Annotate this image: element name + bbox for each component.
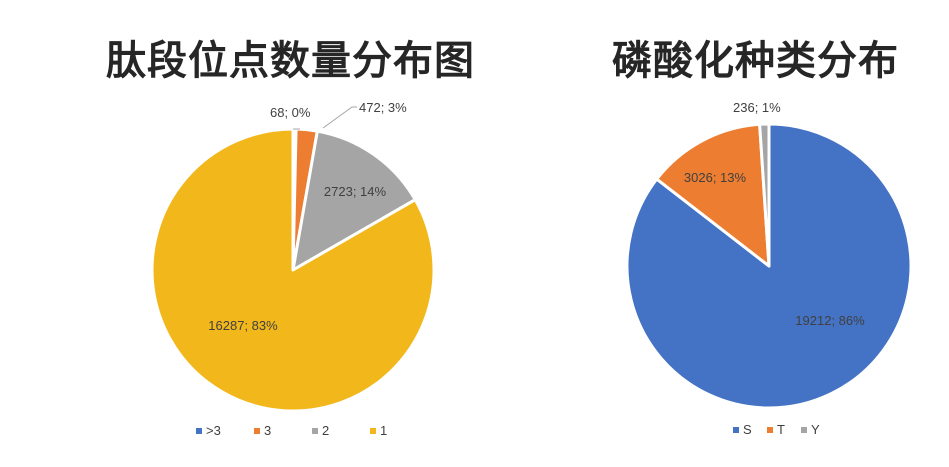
- data-label: 2723; 14%: [324, 184, 387, 199]
- data-label: 472; 3%: [359, 100, 407, 115]
- legend-label: 3: [264, 423, 271, 438]
- legend-label: S: [743, 422, 752, 437]
- chart-title-left: 肽段位点数量分布图: [106, 38, 475, 84]
- chart-title-right: 磷酸化种类分布: [612, 38, 899, 84]
- data-label: 3026; 13%: [684, 170, 747, 185]
- legend-label: T: [777, 422, 785, 437]
- data-label-leader: [322, 106, 357, 129]
- legend-label: 2: [322, 423, 329, 438]
- pie-chart-2: 19212; 86% 3026; 13% 236; 1% S T Y: [625, 100, 913, 437]
- legend-swatch: [312, 428, 318, 434]
- legend-swatch: [767, 427, 773, 433]
- pie-chart-1: 68; 0% 472; 3% 2723; 14% 16287; 83% >3 3 2 1: [150, 100, 436, 438]
- legend-swatch: [370, 428, 376, 434]
- legend-swatch: [196, 428, 202, 434]
- pie-slice-1: [150, 127, 436, 413]
- data-label: 16287; 83%: [208, 318, 278, 333]
- pie-slice-Y: [758, 122, 771, 268]
- pie-slice-2: [291, 129, 417, 272]
- data-label: 236; 1%: [733, 100, 781, 115]
- legend-swatch: [733, 427, 739, 433]
- legend-label: Y: [811, 422, 820, 437]
- legend-label: 1: [380, 423, 387, 438]
- legend-label: >3: [206, 423, 221, 438]
- data-label: 19212; 86%: [795, 313, 865, 328]
- legend-swatch: [801, 427, 807, 433]
- pie-slice-T: [655, 122, 771, 268]
- legend-swatch: [254, 428, 260, 434]
- data-label: 68; 0%: [270, 105, 311, 120]
